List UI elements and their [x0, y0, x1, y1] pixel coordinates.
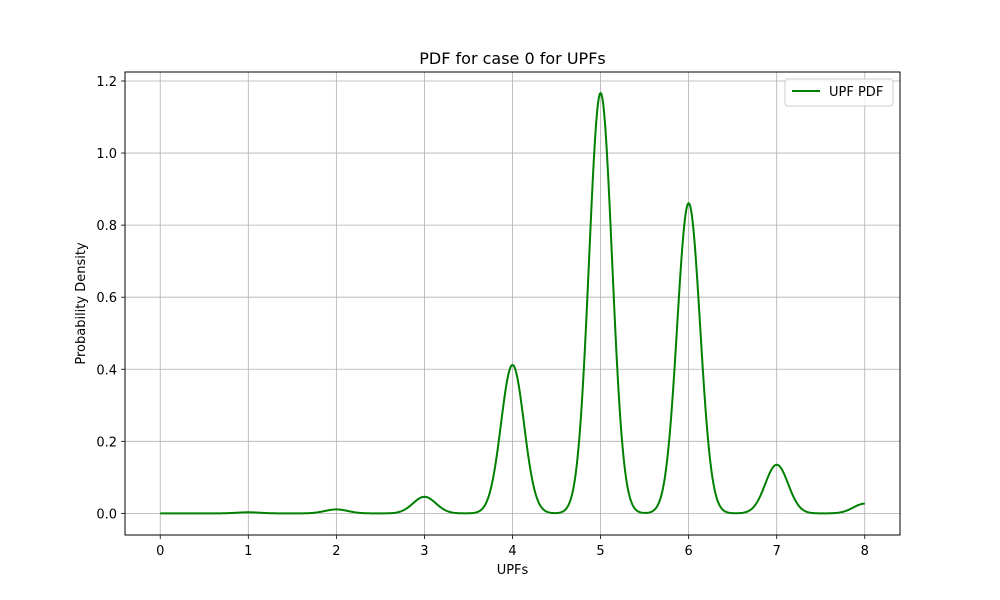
x-axis-title: UPFs: [497, 563, 529, 578]
grid: [125, 72, 900, 535]
x-tick-label: 4: [508, 544, 516, 559]
legend-box: [784, 78, 894, 107]
y-tick-label: 1.0: [96, 147, 117, 162]
series-layer: [160, 91, 865, 515]
x-tick-label: 8: [861, 544, 869, 559]
y-tick-label: 0.8: [96, 219, 117, 234]
x-tick-label: 6: [684, 544, 692, 559]
y-tick-label: 1.2: [96, 75, 117, 90]
legend: UPF PDF: [784, 78, 894, 107]
series-line: [160, 91, 865, 515]
y-tick-label: 0.4: [96, 363, 117, 378]
x-tick-label: 7: [773, 544, 781, 559]
chart-title: PDF for case 0 for UPFs: [419, 49, 605, 68]
y-tick-label: 0.2: [96, 435, 117, 450]
y-axis-title: Probability Density: [74, 242, 89, 365]
legend-label: UPF PDF: [829, 85, 883, 100]
x-tick-label: 2: [332, 544, 340, 559]
x-tick-label: 5: [596, 544, 604, 559]
x-tick-label: 1: [244, 544, 252, 559]
y-tick-label: 0.0: [96, 507, 117, 522]
ticks: 0 1 2 3 4 5 6 7 8 0.0 0.2 0.4 0.6 0.8 1.0 1.2: [96, 75, 869, 559]
x-tick-label: 0: [156, 544, 164, 559]
x-tick-label: 3: [420, 544, 428, 559]
y-tick-label: 0.6: [96, 291, 117, 306]
